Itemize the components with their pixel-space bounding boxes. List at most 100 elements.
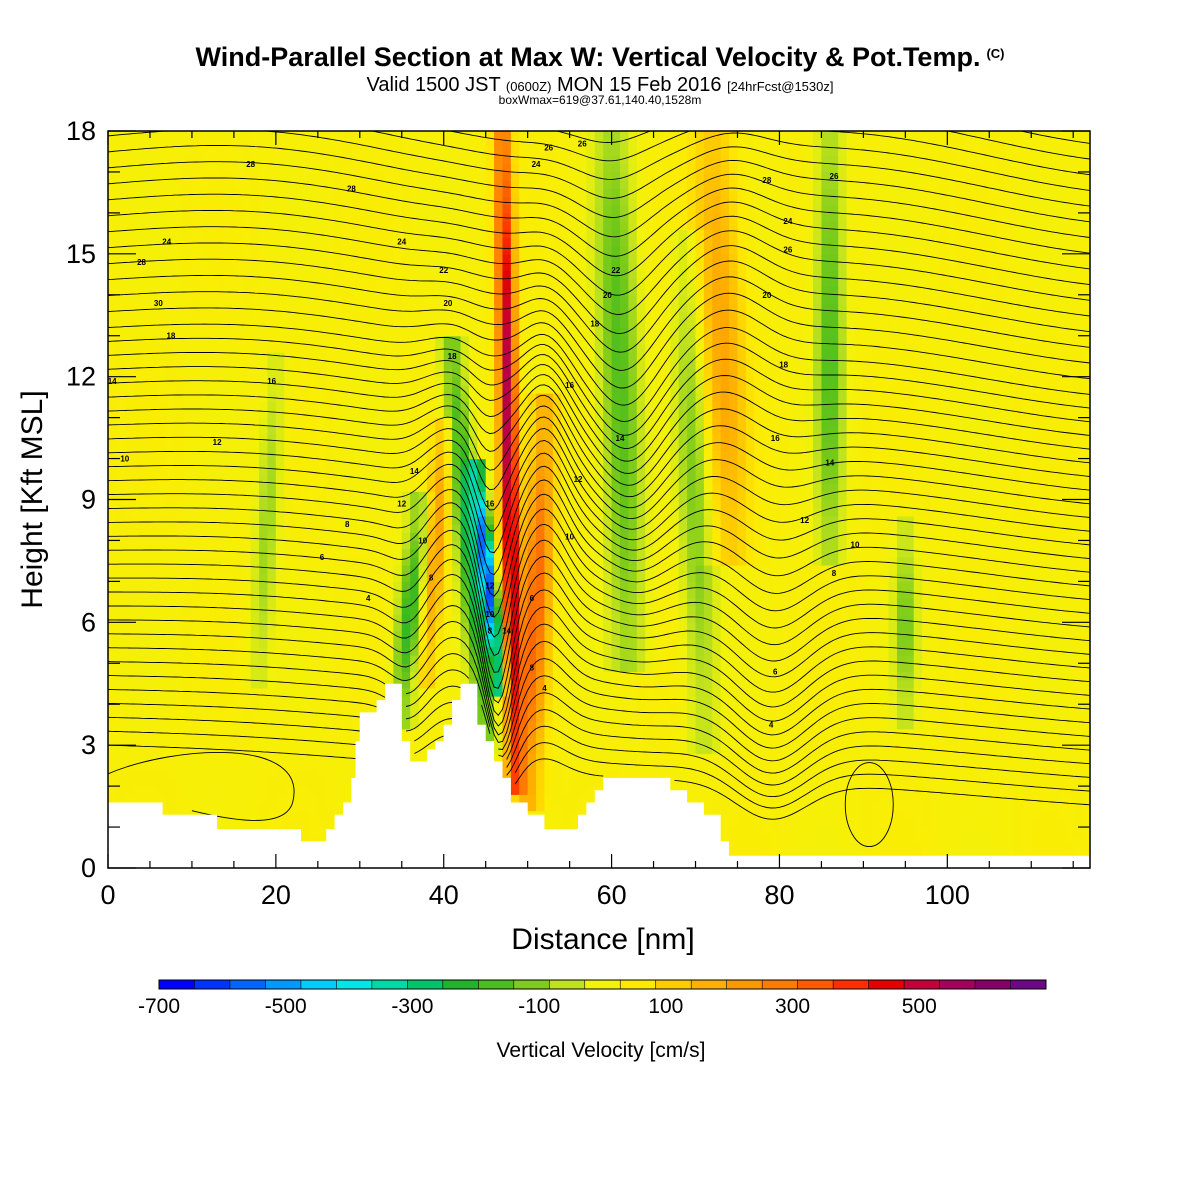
w-cell: [351, 286, 361, 296]
w-cell: [141, 139, 151, 148]
w-cell: [561, 376, 571, 386]
w-cell: [527, 458, 537, 468]
w-cell: [527, 139, 537, 148]
w-cell: [301, 499, 311, 509]
w-cell: [250, 270, 260, 279]
w-cell: [233, 712, 243, 722]
w-cell: [191, 204, 201, 214]
w-cell: [494, 565, 504, 574]
w-cell: [326, 736, 336, 746]
w-cell: [494, 253, 504, 263]
w-cell: [158, 442, 168, 451]
w-cell: [544, 409, 554, 419]
w-cell: [326, 614, 336, 623]
w-cell: [552, 204, 562, 214]
w-cell: [536, 474, 546, 484]
w-cell: [359, 311, 369, 320]
w-cell: [301, 573, 311, 582]
w-cell: [141, 704, 151, 714]
w-cell: [292, 761, 302, 771]
w-cell: [166, 786, 176, 795]
w-cell: [250, 589, 260, 599]
w-cell: [452, 458, 462, 468]
w-cell: [242, 204, 252, 214]
w-cell: [326, 393, 336, 402]
w-cell: [494, 450, 504, 460]
w-cell: [326, 589, 336, 599]
w-cell: [393, 171, 403, 181]
w-cell: [393, 556, 403, 566]
w-cell: [233, 262, 243, 271]
w-cell: [502, 712, 512, 722]
w-cell: [141, 409, 151, 419]
w-cell: [233, 581, 243, 591]
w-cell: [217, 818, 227, 828]
w-cell: [233, 491, 243, 501]
w-cell: [267, 352, 277, 361]
w-cell: [208, 196, 218, 206]
w-cell: [393, 204, 403, 214]
w-cell: [510, 294, 520, 304]
w-cell: [217, 638, 227, 648]
w-cell: [393, 450, 403, 460]
w-cell: [527, 638, 537, 648]
w-cell: [200, 466, 210, 476]
w-cell: [275, 622, 285, 632]
w-cell: [443, 180, 453, 189]
w-cell: [141, 507, 151, 517]
w-cell: [284, 696, 294, 705]
w-cell: [292, 515, 302, 525]
w-cell: [309, 589, 319, 599]
w-cell: [267, 483, 277, 492]
w-cell: [368, 630, 378, 640]
w-cell: [494, 655, 504, 664]
w-cell: [343, 581, 352, 591]
w-cell: [460, 630, 470, 640]
w-cell: [460, 343, 470, 353]
w-cell: [158, 646, 168, 656]
w-cell: [200, 646, 210, 656]
w-cell: [124, 794, 134, 804]
w-cell: [384, 376, 394, 386]
w-cell: [393, 302, 403, 312]
w-cell: [544, 212, 554, 222]
w-cell: [435, 294, 445, 304]
w-cell: [401, 352, 411, 361]
w-cell: [519, 638, 529, 648]
w-cell: [208, 409, 218, 419]
w-cell: [191, 466, 201, 476]
w-cell: [510, 671, 520, 681]
w-cell: [284, 262, 294, 271]
w-cell: [275, 180, 285, 189]
w-cell: [485, 679, 495, 689]
w-cell: [133, 712, 143, 722]
w-cell: [401, 131, 411, 140]
w-cell: [527, 556, 537, 566]
w-cell: [401, 302, 411, 312]
w-cell: [108, 565, 117, 574]
w-cell: [527, 728, 537, 738]
w-cell: [301, 794, 311, 804]
w-cell: [284, 491, 294, 501]
w-cell: [217, 262, 227, 271]
w-cell: [393, 286, 403, 296]
w-cell: [460, 474, 470, 484]
w-cell: [301, 401, 311, 411]
w-cell: [410, 171, 420, 181]
w-cell: [301, 393, 311, 402]
w-cell: [502, 720, 512, 730]
w-cell: [443, 622, 453, 632]
w-cell: [343, 245, 352, 255]
w-cell: [133, 458, 143, 468]
w-cell: [166, 270, 176, 279]
w-cell: [326, 409, 336, 419]
w-cell: [317, 696, 327, 705]
w-cell: [426, 139, 436, 148]
w-cell: [292, 687, 302, 697]
w-cell: [393, 491, 403, 501]
w-cell: [452, 565, 462, 574]
w-cell: [317, 376, 327, 386]
w-cell: [536, 679, 546, 689]
w-cell: [376, 139, 386, 148]
